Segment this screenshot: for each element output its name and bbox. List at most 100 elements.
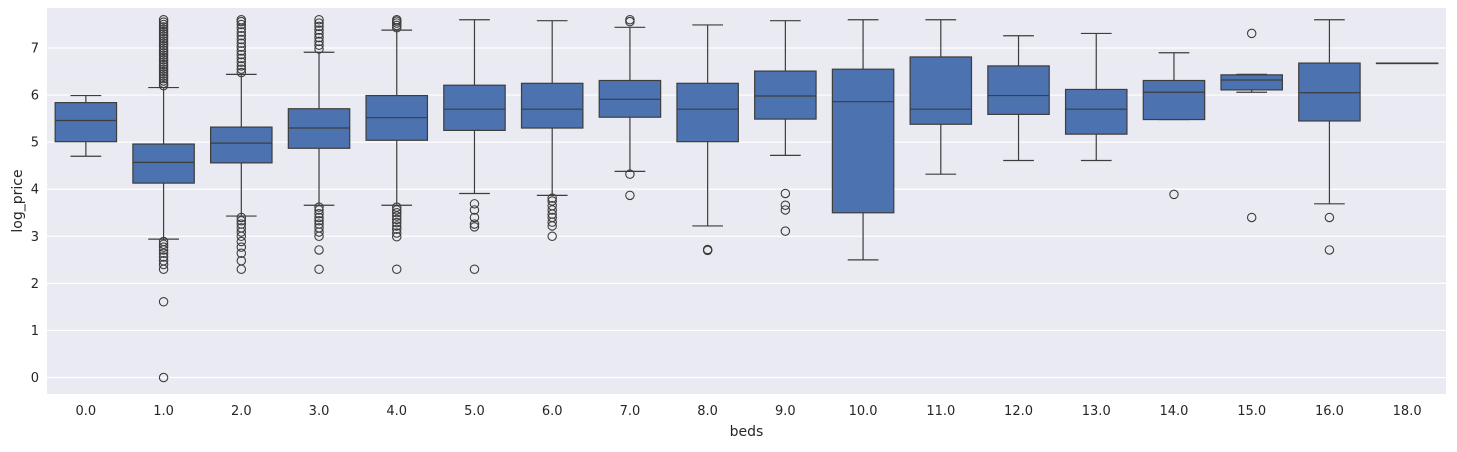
- outlier-point: [236, 61, 247, 71]
- outlier-point: [158, 78, 169, 89]
- outlier-point: [469, 222, 480, 232]
- iqr-box: [520, 82, 584, 129]
- outlier-point: [780, 200, 791, 210]
- y-tick-labels: 0 1 2 3 4 5 6 7: [31, 42, 39, 387]
- x-tick-label: 8.0: [697, 404, 718, 419]
- outlier-point: [158, 296, 169, 307]
- box-9.0: [754, 20, 817, 236]
- box-6.0: [520, 20, 584, 242]
- box-7.0: [598, 15, 662, 201]
- outlier-point: [158, 256, 169, 266]
- outlier-point: [314, 44, 324, 54]
- outlier-point: [314, 32, 324, 43]
- outlier-point: [391, 20, 402, 31]
- outlier-point: [625, 15, 635, 25]
- box-3.0: [287, 15, 351, 275]
- iqr-box: [754, 70, 817, 120]
- plot-area: [47, 8, 1446, 394]
- outlier-point: [158, 33, 169, 44]
- outlier-point: [702, 244, 713, 255]
- iqr-box: [1142, 79, 1206, 121]
- outlier-point: [314, 219, 324, 229]
- outlier-point: [236, 31, 247, 41]
- outlier-point: [547, 193, 557, 203]
- outlier-point: [314, 40, 324, 50]
- outlier-point: [236, 256, 247, 266]
- x-tick-labels: 0.0 1.0 2.0 3.0 4.0 5.0 6.0 7.0 8.0 9.0 10.0 11.0 12…: [76, 404, 1422, 419]
- outlier-point: [314, 245, 324, 255]
- outlier-point: [158, 259, 169, 270]
- box-11.0: [909, 19, 973, 175]
- box-2.0: [210, 15, 273, 275]
- iqr-box: [1064, 88, 1128, 135]
- outlier-point: [780, 226, 791, 236]
- outlier-point: [236, 57, 247, 67]
- outlier-point: [547, 200, 557, 211]
- iqr-box: [909, 56, 973, 125]
- outlier-point: [236, 53, 247, 64]
- outlier-point: [158, 71, 169, 82]
- outlier-point: [1169, 189, 1179, 200]
- iqr-box: [831, 68, 895, 214]
- outlier-point: [158, 15, 169, 25]
- outlier-point: [236, 212, 247, 223]
- outlier-point: [158, 45, 169, 56]
- outlier-point: [158, 239, 169, 250]
- box-15.0: [1220, 28, 1283, 223]
- outlier-point: [158, 31, 169, 41]
- outlier-point: [391, 232, 402, 242]
- outlier-point: [236, 38, 247, 49]
- outlier-point: [158, 64, 169, 74]
- y-tick-label: 5: [31, 136, 39, 151]
- outlier-point: [158, 17, 169, 27]
- outlier-point: [158, 252, 169, 262]
- x-tick-label: 5.0: [464, 404, 485, 419]
- outlier-point: [547, 212, 557, 223]
- outlier-point: [314, 216, 324, 226]
- outlier-point: [236, 34, 247, 45]
- grid-lines: [47, 47, 1446, 379]
- outlier-point: [236, 248, 247, 259]
- outlier-point: [236, 42, 247, 52]
- outlier-point: [158, 24, 169, 34]
- y-tick-label: 2: [31, 277, 39, 292]
- outlier-point: [547, 196, 557, 206]
- outlier-point: [469, 219, 480, 229]
- outlier-point: [469, 264, 480, 275]
- outlier-point: [391, 15, 402, 25]
- outlier-point: [314, 264, 324, 275]
- outlier-point: [158, 55, 169, 65]
- outlier-point: [236, 27, 247, 37]
- outlier-point: [236, 67, 247, 78]
- outlier-point: [625, 190, 635, 201]
- y-tick-label: 1: [31, 324, 39, 339]
- x-tick-label: 15.0: [1237, 404, 1266, 419]
- outlier-point: [1246, 28, 1257, 39]
- outlier-point: [158, 26, 169, 37]
- box-13.0: [1064, 32, 1128, 162]
- outlier-point: [158, 242, 169, 252]
- outlier-point: [236, 19, 247, 30]
- box-0.0: [54, 94, 118, 157]
- x-tick-label: 12.0: [1004, 404, 1033, 419]
- x-tick-label: 3.0: [309, 404, 330, 419]
- outlier-point: [391, 205, 402, 215]
- box-8.0: [676, 24, 739, 256]
- x-tick-label: 7.0: [620, 404, 641, 419]
- x-tick-label: 11.0: [926, 404, 955, 419]
- outlier-point: [314, 223, 324, 233]
- x-tick-label: 9.0: [775, 404, 796, 419]
- iqr-box: [1220, 74, 1283, 91]
- x-tick-label: 0.0: [76, 404, 97, 419]
- x-axis-label: beds: [730, 424, 764, 440]
- outlier-point: [158, 47, 169, 58]
- y-axis-label: log_price: [10, 169, 26, 232]
- outlier-point: [314, 212, 324, 223]
- outlier-point: [314, 21, 324, 32]
- y-tick-label: 0: [31, 371, 39, 386]
- box-4.0: [365, 15, 429, 275]
- outlier-point: [314, 36, 324, 47]
- outlier-point: [391, 221, 402, 231]
- outlier-point: [158, 22, 169, 32]
- outlier-point: [391, 224, 402, 234]
